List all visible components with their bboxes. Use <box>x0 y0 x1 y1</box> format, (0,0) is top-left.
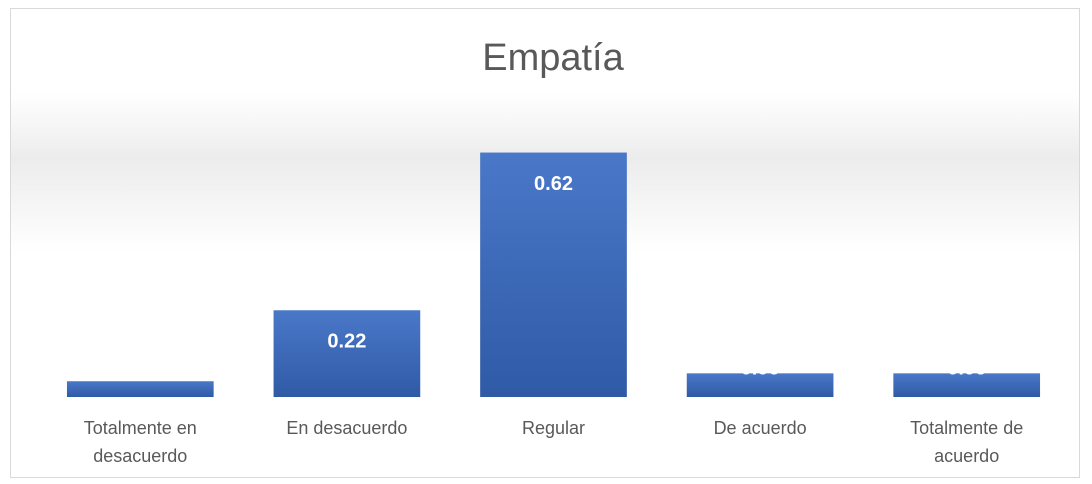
bar <box>893 373 1041 397</box>
x-tick-label: Totalmente en desacuerdo <box>83 418 197 466</box>
x-tick-label: Totalmente de acuerdo <box>910 418 1024 466</box>
data-label: 0.62 <box>534 173 573 195</box>
bar <box>273 310 421 397</box>
data-label: 0.06 <box>947 357 986 379</box>
data-label: 0.04 <box>121 357 161 379</box>
x-tick-label: En desacuerdo <box>286 418 408 438</box>
data-label: 0.06 <box>741 357 780 379</box>
x-tick-label: De acuerdo <box>713 418 807 438</box>
x-tick-label: Regular <box>521 418 586 438</box>
chart-title: Empatía <box>482 37 624 79</box>
bar <box>66 381 214 397</box>
bar <box>480 152 627 397</box>
bar <box>686 373 834 397</box>
data-label: 0.22 <box>327 331 366 353</box>
